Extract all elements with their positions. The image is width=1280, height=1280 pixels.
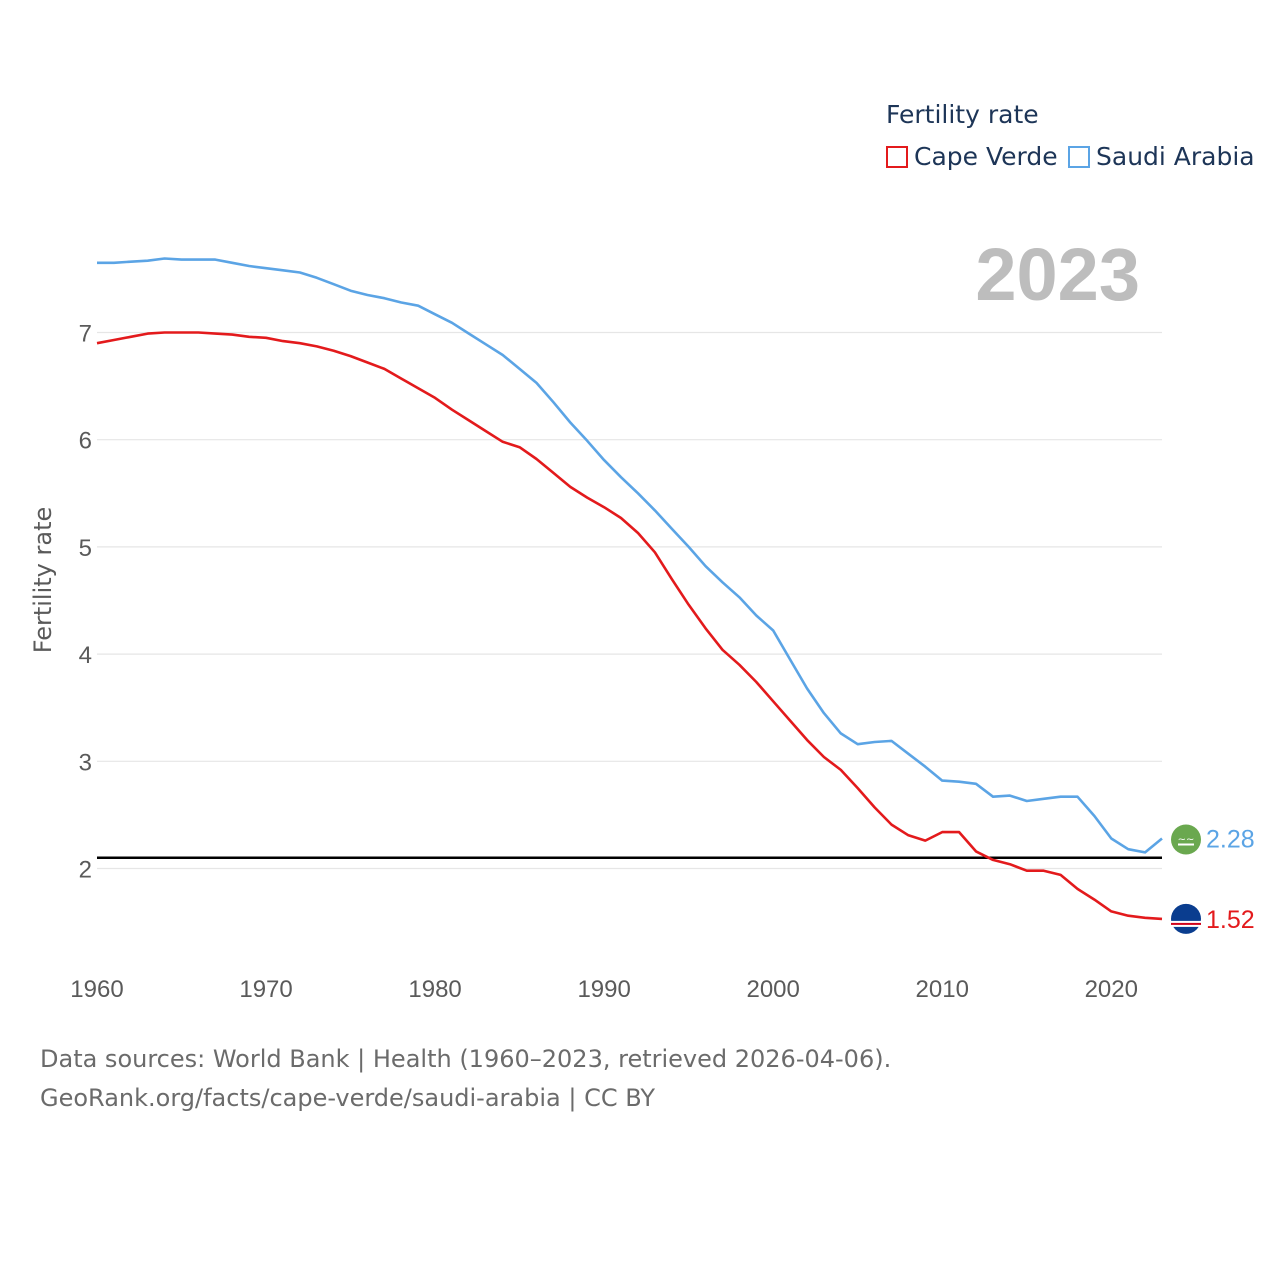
series-line-saudi-arabia[interactable] xyxy=(97,257,1163,854)
legend-swatch-saudi-arabia xyxy=(1068,145,1090,168)
x-tick-label: 1960 xyxy=(70,976,123,1003)
y-tick-labels: 2 3 4 5 6 7 xyxy=(79,320,92,883)
x-tick-label: 1970 xyxy=(239,976,292,1003)
y-tick-label: 6 xyxy=(79,428,92,455)
y-tick-label: 2 xyxy=(79,857,92,884)
end-label-saudi-arabia: 2.28 xyxy=(1206,825,1255,853)
series-line-cape-verde[interactable] xyxy=(96,331,1163,921)
svg-text:~~: ~~ xyxy=(1178,834,1195,845)
y-tick-label: 5 xyxy=(79,535,92,562)
x-tick-label: 1980 xyxy=(408,976,461,1003)
legend-title: Fertility rate xyxy=(886,100,1039,129)
x-tick-label: 2010 xyxy=(916,976,969,1003)
grid-lines xyxy=(97,331,1162,870)
footer-attribution[interactable]: GeoRank.org/facts/cape-verde/saudi-arabi… xyxy=(40,1084,656,1112)
legend-label-cape-verde: Cape Verde xyxy=(914,142,1058,171)
y-tick-label: 4 xyxy=(79,642,92,669)
x-tick-label: 2000 xyxy=(746,976,799,1003)
y-tick-label: 3 xyxy=(79,749,92,776)
flag-marker-cape-verde xyxy=(1171,903,1201,934)
footer-sources: Data sources: World Bank | Health (1960–… xyxy=(40,1045,892,1073)
flag-marker-saudi-arabia: ~~ xyxy=(1171,824,1201,855)
x-tick-labels: 1960 1970 1980 1990 2000 2010 2020 xyxy=(70,976,1138,1003)
end-label-cape-verde: 1.52 xyxy=(1206,906,1255,934)
legend-label-saudi-arabia: Saudi Arabia xyxy=(1096,142,1255,171)
x-tick-label: 2020 xyxy=(1085,976,1138,1003)
legend-swatch-cape-verde xyxy=(886,145,908,168)
series-lines xyxy=(96,257,1163,921)
y-axis-label: Fertility rate xyxy=(29,506,57,654)
series-end-markers: 1.52 ~~ 2.28 xyxy=(1171,824,1255,934)
legend-item-saudi-arabia[interactable]: Saudi Arabia xyxy=(1068,142,1255,171)
x-tick-label: 1990 xyxy=(577,976,630,1003)
y-tick-label: 7 xyxy=(79,320,92,347)
current-year-display: 2023 xyxy=(975,233,1140,316)
legend-item-cape-verde[interactable]: Cape Verde xyxy=(886,142,1058,171)
